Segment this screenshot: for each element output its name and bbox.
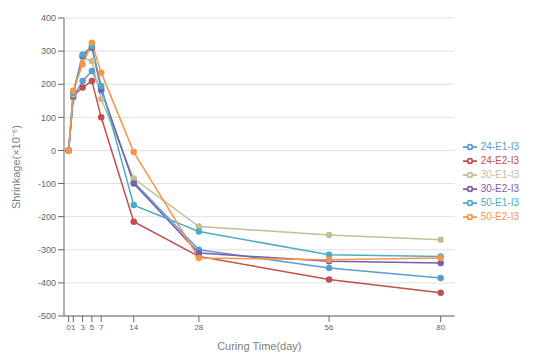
svg-text:0: 0 [66, 322, 71, 332]
svg-text:0: 0 [51, 146, 56, 156]
html-text:30-E2-I3: 30-E2-I3 [480, 182, 519, 194]
svg-text:300: 300 [41, 46, 56, 56]
svg-text:Curing Time(day): Curing Time(day) [217, 340, 301, 352]
svg-text:-400: -400 [38, 278, 56, 288]
svg-text:Shrinkage(×10⁻⁶): Shrinkage(×10⁻⁶) [10, 125, 22, 209]
svg-text:400: 400 [41, 13, 56, 23]
svg-text:-500: -500 [38, 311, 56, 321]
svg-text:-200: -200 [38, 212, 56, 222]
svg-text:14: 14 [129, 323, 138, 332]
svg-text:56: 56 [325, 323, 334, 332]
svg-text:28: 28 [194, 323, 203, 332]
svg-text:7: 7 [99, 323, 104, 332]
svg-text:200: 200 [41, 79, 56, 89]
svg-text:80: 80 [436, 323, 445, 332]
html-text:50-E1-I3: 50-E1-I3 [480, 196, 519, 208]
svg-text:-100: -100 [38, 179, 56, 189]
html-text:24-E2-I3: 24-E2-I3 [480, 154, 519, 166]
html-text:50-E2-I3: 50-E2-I3 [480, 210, 519, 222]
svg-text:5: 5 [90, 323, 95, 332]
svg-text:100: 100 [41, 113, 56, 123]
svg-text:3: 3 [80, 323, 85, 332]
html-text:30-E1-I3: 30-E1-I3 [480, 168, 519, 180]
svg-text:1: 1 [71, 323, 76, 332]
svg-text:-300: -300 [38, 245, 56, 255]
html-text:24-E1-I3: 24-E1-I3 [480, 140, 519, 152]
